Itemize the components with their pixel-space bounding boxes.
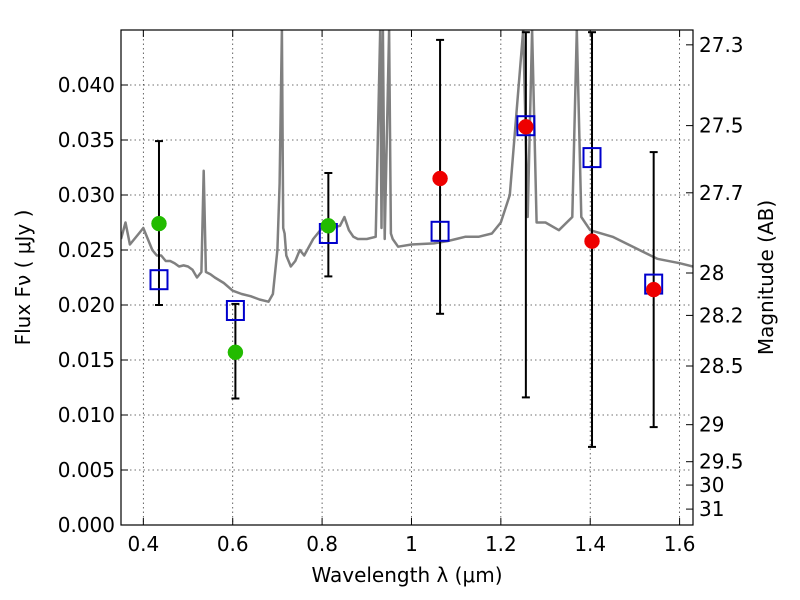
x-tick-label: 0.4 [127, 532, 159, 556]
y-tick-label: 0.005 [58, 458, 115, 482]
y-axis-label: Flux Fν ( μJy ) [11, 210, 35, 346]
magnitude-tick-label: 29 [699, 413, 724, 437]
x-tick-label: 0.8 [306, 532, 338, 556]
magnitude-tick-label: 28 [699, 261, 724, 285]
spectrum-series [121, 30, 693, 303]
y-tick-label: 0.035 [58, 128, 115, 152]
green-flux-point [151, 215, 167, 232]
x-axis-ticks: 0.4 0.6 0.8 1 1.2 1.4 1.6 [127, 30, 696, 556]
magnitude-tick-label: 31 [699, 497, 724, 521]
x-tick-label: 1 [405, 532, 418, 556]
y-tick-label: 0.040 [58, 73, 115, 97]
red-flux-point [432, 170, 448, 187]
model-flux-square-marker [149, 269, 169, 291]
magnitude-tick-label: 27.5 [699, 114, 744, 138]
grid [121, 30, 693, 525]
y-tick-label: 0.025 [58, 238, 115, 262]
error-bars [154, 31, 658, 448]
y-axis-ticks: 0.000 0.005 0.010 0.015 0.020 0.025 0.030 0.035… [58, 73, 128, 537]
magnitude-tick-label: 27.7 [699, 181, 744, 205]
x-axis-label: Wavelength λ (μm) [311, 563, 502, 587]
photometry-markers [149, 115, 664, 361]
red-flux-point [645, 281, 662, 298]
spectrum-line [121, 30, 693, 303]
model-flux-square-marker [430, 220, 450, 242]
magnitude-tick-label: 29.5 [699, 450, 744, 474]
magnitude-tick-label: 28.2 [699, 303, 744, 327]
y-tick-label: 0.000 [58, 513, 115, 537]
green-flux-point [227, 344, 244, 361]
green-flux-point [320, 218, 337, 234]
red-flux-point [584, 233, 600, 249]
red-flux-point [518, 119, 534, 135]
x-tick-label: 0.6 [217, 532, 249, 556]
magnitude-tick-label: 28.5 [699, 354, 744, 378]
x-tick-label: 1.4 [574, 532, 606, 556]
y-tick-label: 0.010 [58, 403, 115, 427]
magnitude-tick-label: 30 [699, 473, 724, 497]
model-flux-square-marker [225, 300, 245, 321]
magnitude-tick-label: 27.3 [699, 33, 744, 57]
model-flux-square-marker [516, 115, 536, 137]
magnitude-axis-label: Magnitude (AB) [754, 200, 778, 355]
y-tick-label: 0.030 [58, 183, 115, 207]
x-tick-label: 1.6 [664, 532, 696, 556]
x-tick-label: 1.2 [485, 532, 517, 556]
plot-frame [120, 29, 694, 526]
model-flux-square-marker [582, 147, 602, 169]
y-tick-label: 0.015 [58, 348, 115, 372]
y-tick-label: 0.020 [58, 293, 115, 317]
